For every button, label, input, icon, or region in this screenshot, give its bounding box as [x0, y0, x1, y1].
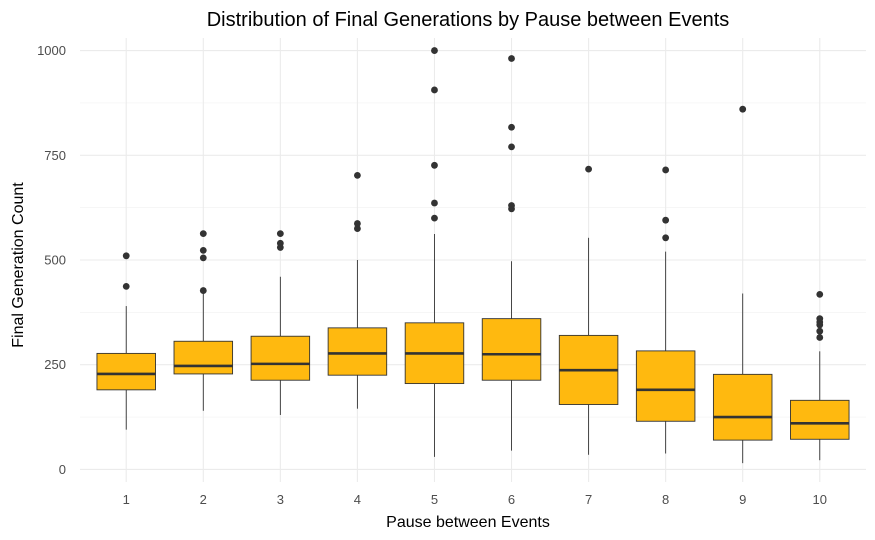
box-10 — [790, 290, 850, 461]
outlier-point — [431, 86, 438, 94]
outlier-point — [816, 290, 824, 298]
outlier-point — [431, 214, 438, 222]
x-tick-label: 2 — [200, 492, 207, 507]
box-7 — [558, 165, 619, 455]
x-tick-label: 6 — [508, 492, 515, 507]
outlier-point — [276, 239, 284, 247]
iqr-box — [96, 352, 156, 391]
outlier-point — [662, 166, 670, 174]
outlier-point — [816, 327, 824, 335]
outlier-point — [816, 315, 824, 323]
iqr-box — [327, 327, 388, 376]
y-tick-label: 750 — [44, 148, 66, 163]
iqr-box — [173, 340, 234, 375]
y-tick-label: 1000 — [37, 43, 66, 58]
y-tick-label: 250 — [44, 357, 66, 372]
x-tick-label: 5 — [431, 492, 438, 507]
chart-title: Distribution of Final Generations by Pau… — [207, 9, 730, 31]
box-4 — [327, 171, 388, 409]
x-tick-label: 7 — [585, 492, 592, 507]
outlier-point — [585, 165, 592, 173]
outlier-point — [276, 230, 284, 238]
outlier-point — [354, 220, 361, 227]
box-5 — [404, 47, 465, 457]
outlier-point — [508, 123, 515, 131]
y-tick-label: 500 — [44, 253, 66, 268]
iqr-box — [790, 399, 850, 440]
x-tick-label: 1 — [123, 492, 130, 507]
x-axis-title: Pause between Events — [386, 514, 550, 531]
box-2 — [173, 230, 234, 411]
x-tick-label: 4 — [354, 492, 361, 507]
iqr-box — [250, 335, 311, 381]
outlier-point — [354, 225, 361, 232]
outlier-point — [508, 55, 515, 62]
outlier-point — [122, 282, 130, 290]
outlier-point — [816, 334, 824, 341]
box-8 — [635, 166, 696, 454]
outlier-point — [199, 246, 207, 254]
x-tick-label: 3 — [277, 492, 284, 507]
x-tick-labels: 1 2 3 4 5 6 7 8 9 10 — [123, 492, 827, 507]
box-6 — [481, 55, 542, 451]
box-1 — [96, 252, 156, 430]
outlier-point — [354, 171, 361, 179]
y-tick-label: 0 — [59, 462, 66, 477]
box-3 — [250, 230, 311, 415]
outlier-point — [431, 161, 438, 169]
outlier-point — [662, 216, 670, 224]
outlier-point — [431, 47, 438, 54]
y-tick-labels: 0 250 500 750 1000 — [37, 43, 66, 477]
box-9 — [712, 105, 773, 464]
outlier-point — [199, 230, 207, 238]
outlier-point — [122, 252, 130, 260]
outlier-point — [431, 199, 438, 207]
x-tick-label: 9 — [739, 492, 746, 507]
box-layer — [96, 47, 850, 464]
iqr-box — [635, 350, 696, 422]
x-tick-label: 10 — [813, 492, 827, 507]
outlier-point — [662, 234, 670, 242]
x-tick-label: 8 — [662, 492, 669, 507]
outlier-point — [739, 105, 747, 113]
outlier-point — [508, 202, 515, 209]
outlier-point — [508, 143, 515, 151]
iqr-box — [481, 318, 542, 381]
y-axis-title: Final Generation Count — [10, 182, 27, 348]
iqr-box — [712, 373, 773, 441]
outlier-point — [199, 287, 207, 294]
outlier-point — [199, 254, 207, 262]
